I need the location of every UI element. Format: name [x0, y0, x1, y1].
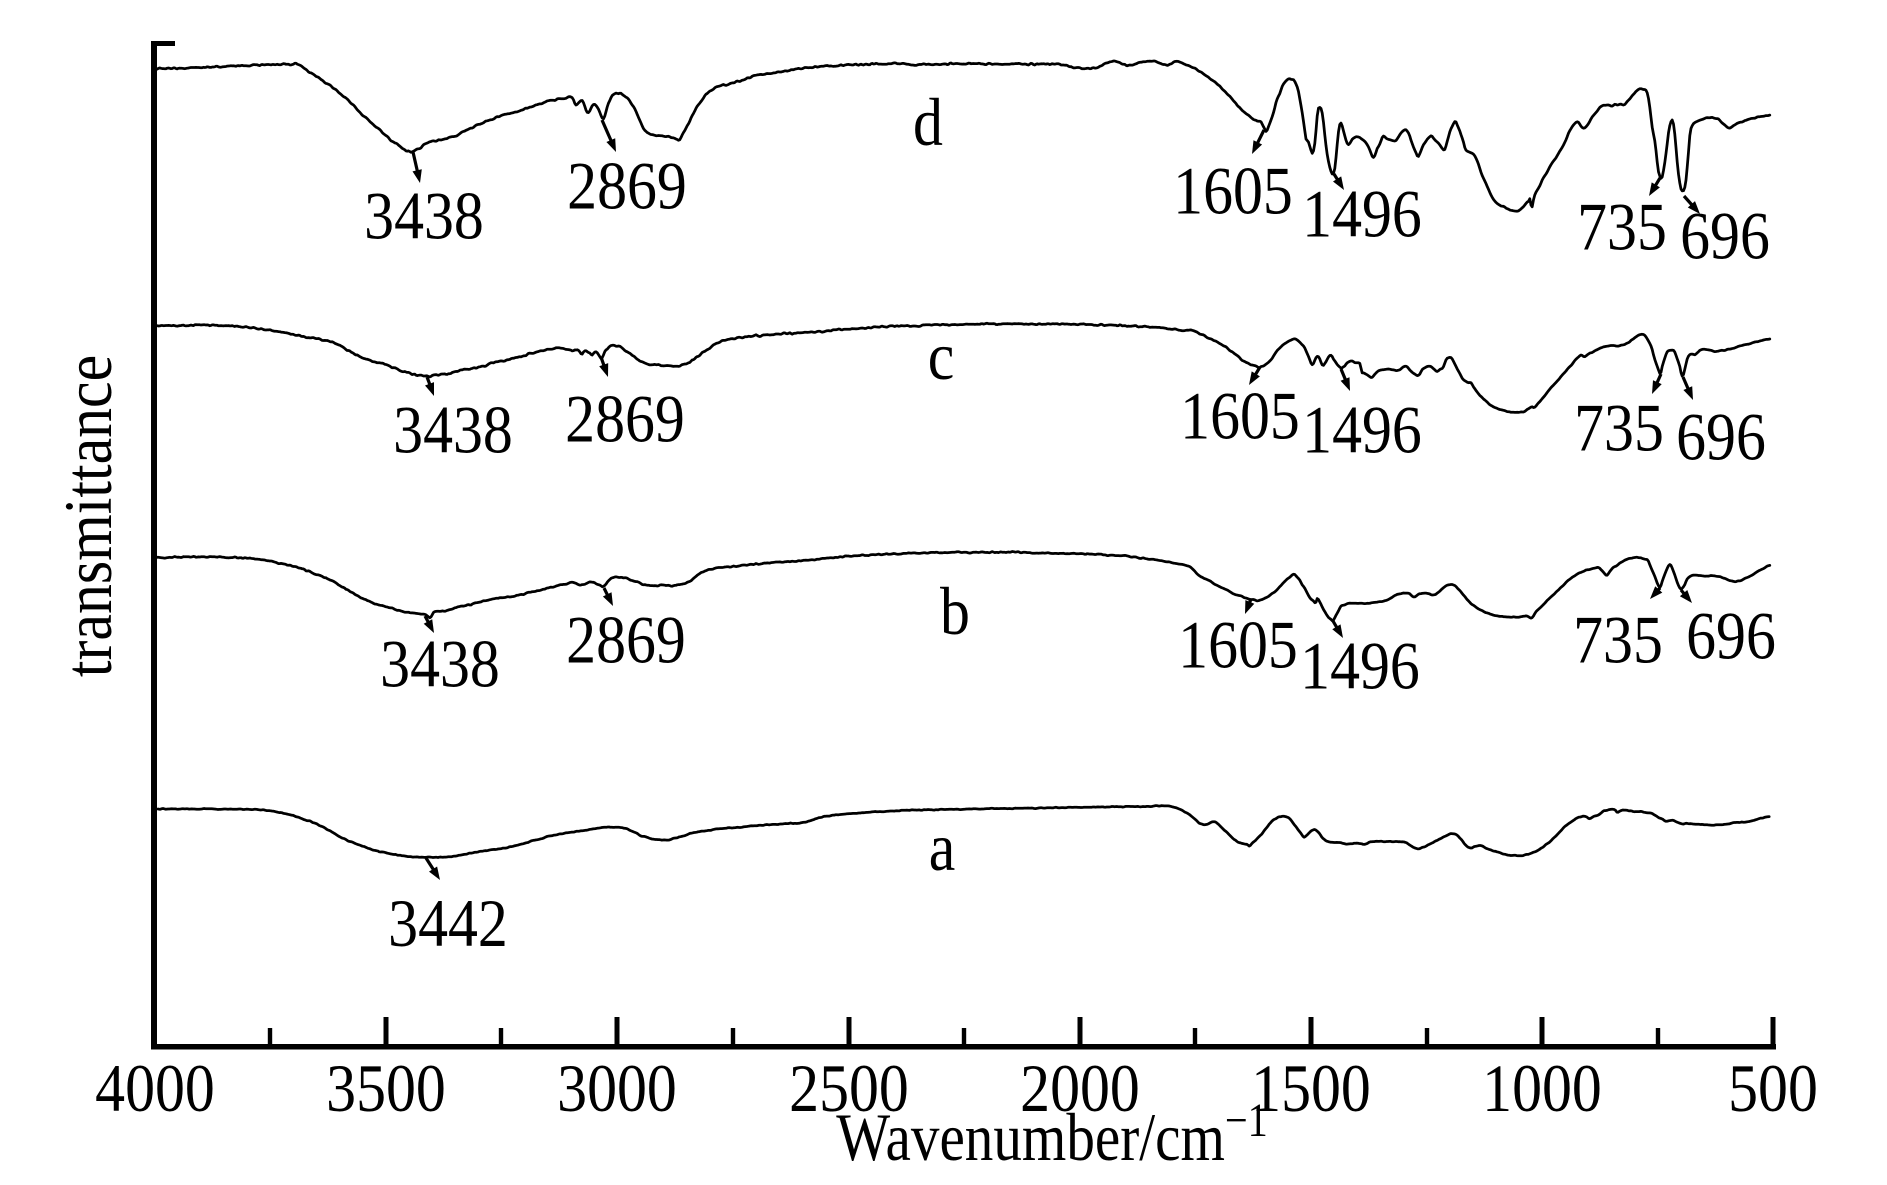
svg-text:735: 735	[1573, 602, 1663, 677]
svg-text:4000: 4000	[95, 1050, 215, 1125]
svg-text:735: 735	[1574, 390, 1664, 465]
svg-text:1496: 1496	[1302, 392, 1422, 467]
svg-text:2000: 2000	[1020, 1050, 1140, 1125]
svg-text:1000: 1000	[1482, 1050, 1602, 1125]
svg-text:2869: 2869	[566, 602, 686, 677]
svg-text:1605: 1605	[1180, 378, 1300, 453]
svg-text:d: d	[913, 84, 943, 159]
svg-text:3000: 3000	[557, 1050, 677, 1125]
svg-text:c: c	[928, 318, 955, 393]
svg-text:696: 696	[1676, 399, 1766, 474]
svg-text:696: 696	[1686, 598, 1776, 673]
svg-text:3442: 3442	[388, 885, 508, 960]
svg-text:3438: 3438	[393, 392, 513, 467]
svg-text:3438: 3438	[380, 626, 500, 701]
svg-text:1496: 1496	[1302, 176, 1422, 251]
svg-text:2500: 2500	[789, 1050, 909, 1125]
svg-text:735: 735	[1577, 189, 1667, 264]
svg-text:b: b	[940, 573, 970, 648]
svg-text:2869: 2869	[567, 148, 687, 223]
svg-text:1496: 1496	[1300, 628, 1420, 703]
svg-text:Wavenumber/cm−1: Wavenumber/cm−1	[836, 1094, 1268, 1175]
svg-text:500: 500	[1728, 1050, 1818, 1125]
svg-text:1605: 1605	[1173, 153, 1293, 228]
svg-text:3500: 3500	[326, 1050, 446, 1125]
svg-text:a: a	[929, 809, 956, 884]
svg-text:1500: 1500	[1251, 1050, 1371, 1125]
svg-text:transmittance: transmittance	[50, 355, 125, 677]
svg-text:696: 696	[1680, 198, 1770, 273]
svg-text:1605: 1605	[1178, 607, 1298, 682]
svg-text:2869: 2869	[565, 381, 685, 456]
svg-text:3438: 3438	[364, 178, 484, 253]
